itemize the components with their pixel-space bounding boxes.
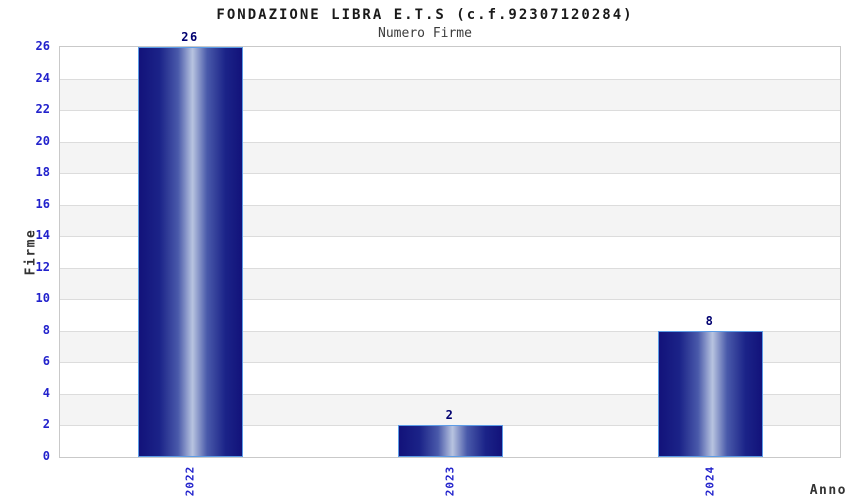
y-tick-label: 10 (35, 291, 50, 305)
y-tick-label: 8 (42, 323, 50, 337)
chart-title: FONDAZIONE LIBRA E.T.S (c.f.92307120284) (216, 7, 634, 23)
y-tick-label: 2 (42, 417, 50, 431)
chart-subtitle: Numero Firme (378, 26, 472, 41)
x-tick-label: 2023 (443, 465, 457, 497)
gridline (60, 330, 840, 332)
y-tick-label: 4 (42, 386, 50, 400)
bar (137, 47, 243, 457)
bar (657, 330, 763, 457)
x-tick-label: 2024 (703, 465, 717, 497)
gridline (60, 267, 840, 269)
y-tick-label: 24 (35, 71, 50, 85)
gridline (60, 393, 840, 395)
bar-value-label: 2 (445, 408, 455, 423)
plot-area: 26 2 8 (59, 30, 841, 458)
y-tick-label: 6 (42, 354, 50, 368)
gridline (60, 204, 840, 206)
bar (397, 425, 503, 457)
y-axis-tick-labels: 0 2 4 6 8 10 12 14 16 18 20 22 24 26 (0, 39, 50, 463)
gridline (60, 299, 840, 301)
y-tick-label: 0 (42, 449, 50, 463)
bar-value-label: 26 (181, 30, 199, 44)
bar-value-label: 8 (705, 313, 715, 328)
y-tick-label: 26 (35, 39, 50, 53)
y-tick-label: 12 (35, 260, 50, 274)
y-tick-label: 22 (35, 102, 50, 116)
y-tick-label: 16 (35, 197, 50, 211)
y-tick-label: 14 (35, 228, 50, 242)
gridline (60, 236, 840, 238)
gridline (60, 110, 840, 112)
y-tick-label: 20 (35, 134, 50, 148)
y-tick-label: 18 (35, 165, 50, 179)
gridline (60, 141, 840, 143)
gridline (60, 362, 840, 364)
gridline (60, 173, 840, 175)
x-axis-title: Anno (809, 483, 847, 498)
x-tick-label: 2022 (183, 465, 197, 497)
gridline (60, 78, 840, 80)
